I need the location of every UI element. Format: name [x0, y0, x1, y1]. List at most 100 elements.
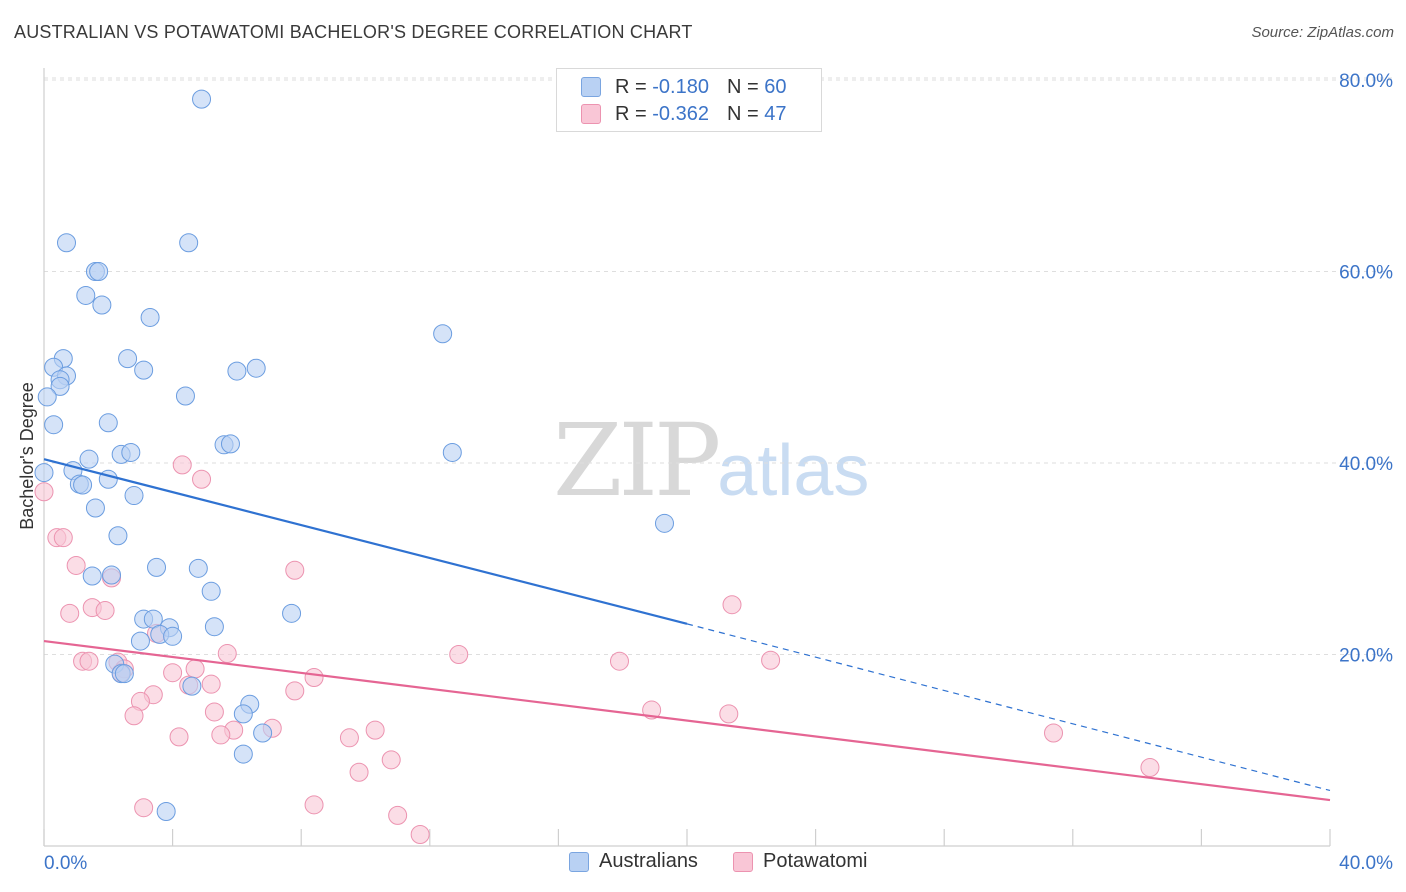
australians-point [124, 486, 144, 506]
potawatomi-point [339, 728, 359, 748]
source-label: Source: ZipAtlas.com [1251, 24, 1394, 41]
n-value: 47 [764, 102, 787, 125]
australians-trend-extension [686, 623, 1331, 792]
australians-point [102, 565, 122, 585]
australians-point [204, 617, 224, 637]
australians-point [163, 626, 183, 646]
australians-point [233, 744, 253, 764]
australians-swatch [569, 851, 589, 872]
legend-row-potawatomi: R = -0.362 N = 47 [581, 102, 786, 126]
australians-point [73, 475, 93, 495]
australians-point [227, 361, 247, 381]
potawatomi-point [304, 795, 324, 815]
r-value: -0.362 [652, 102, 709, 125]
legend-item-potawatomi[interactable]: Potawatomi [733, 850, 868, 873]
australians-point [76, 285, 96, 305]
r-value: -0.180 [652, 75, 709, 98]
potawatomi-point [1140, 757, 1160, 777]
australians-point [188, 558, 208, 578]
legend-label-potawatomi: Potawatomi [763, 850, 868, 872]
data-points [34, 89, 1160, 845]
potawatomi-point [169, 727, 189, 747]
potawatomi-point [192, 469, 212, 489]
australians-point [192, 89, 212, 109]
australians-point [92, 295, 112, 315]
potawatomi-point [79, 651, 99, 671]
grid-lines [44, 77, 1392, 655]
australians-point [37, 387, 57, 407]
potawatomi-point [204, 702, 224, 722]
potawatomi-point [719, 704, 739, 724]
potawatomi-point [163, 663, 183, 683]
australians-point [175, 386, 195, 406]
potawatomi-point [124, 706, 144, 726]
australians-point [147, 557, 167, 577]
australians-point [118, 349, 138, 369]
australians-point [201, 581, 221, 601]
australians-point [246, 358, 266, 378]
correlation-legend: R = -0.180 N = 60 R = -0.362 N = 47 [556, 68, 822, 132]
potawatomi-point [201, 674, 221, 694]
potawatomi-point [365, 720, 385, 740]
n-value: 60 [764, 75, 787, 98]
potawatomi-point [410, 825, 430, 845]
watermark: ZIPatlas [553, 402, 869, 519]
potawatomi-point [449, 645, 469, 664]
australians-point [140, 307, 160, 327]
australians-swatch [581, 77, 601, 97]
australians-point [82, 566, 102, 586]
australians-point [121, 442, 141, 462]
potawatomi-swatch [733, 851, 753, 872]
legend-label-australians: Australians [599, 850, 698, 872]
y-tick-label: 40.0% [1339, 454, 1393, 475]
y-tick-label: 20.0% [1339, 646, 1393, 667]
potawatomi-point [34, 482, 54, 502]
australians-point [130, 631, 150, 651]
potawatomi-point [304, 667, 324, 687]
potawatomi-point [185, 659, 205, 679]
australians-point [182, 676, 202, 696]
australians-point [79, 449, 99, 469]
potawatomi-point [172, 455, 192, 475]
australians-point [282, 603, 302, 623]
australians-point [442, 442, 462, 462]
australians-trend-line [43, 458, 688, 625]
potawatomi-point [53, 528, 73, 548]
potawatomi-point [1044, 723, 1064, 743]
n-label: N = [726, 75, 759, 98]
potawatomi-trend-line [43, 640, 1331, 802]
potawatomi-point [349, 762, 369, 782]
australians-point [253, 723, 273, 743]
potawatomi-swatch [581, 104, 601, 124]
australians-point [108, 526, 128, 546]
legend-item-australians[interactable]: Australians [569, 850, 698, 873]
y-axis-title: Bachelor's Degree [17, 382, 37, 530]
r-label: R = [615, 75, 647, 98]
y-tick-label: 60.0% [1339, 263, 1393, 284]
r-label: R = [615, 102, 647, 125]
series-legend: Australians Potawatomi [0, 850, 1406, 878]
australians-point [85, 498, 105, 518]
watermark-atlas: atlas [717, 431, 870, 511]
potawatomi-point [211, 725, 231, 745]
australians-point [57, 233, 77, 253]
australians-point [34, 463, 54, 483]
n-label: N = [726, 102, 759, 125]
australians-point [433, 324, 453, 344]
australians-point [98, 413, 118, 433]
chart-title: AUSTRALIAN VS POTAWATOMI BACHELOR'S DEGR… [14, 22, 693, 42]
potawatomi-point [761, 650, 781, 670]
potawatomi-point [381, 750, 401, 770]
australians-point [179, 233, 199, 253]
australians-point [134, 360, 154, 380]
australians-point [654, 513, 674, 533]
potawatomi-point [388, 805, 408, 825]
trend-lines [43, 458, 1331, 802]
potawatomi-point [66, 555, 86, 575]
potawatomi-point [285, 681, 305, 701]
australians-point [233, 704, 253, 724]
australians-point [156, 802, 176, 822]
y-tick-label: 80.0% [1339, 71, 1393, 92]
australians-point [50, 376, 70, 396]
